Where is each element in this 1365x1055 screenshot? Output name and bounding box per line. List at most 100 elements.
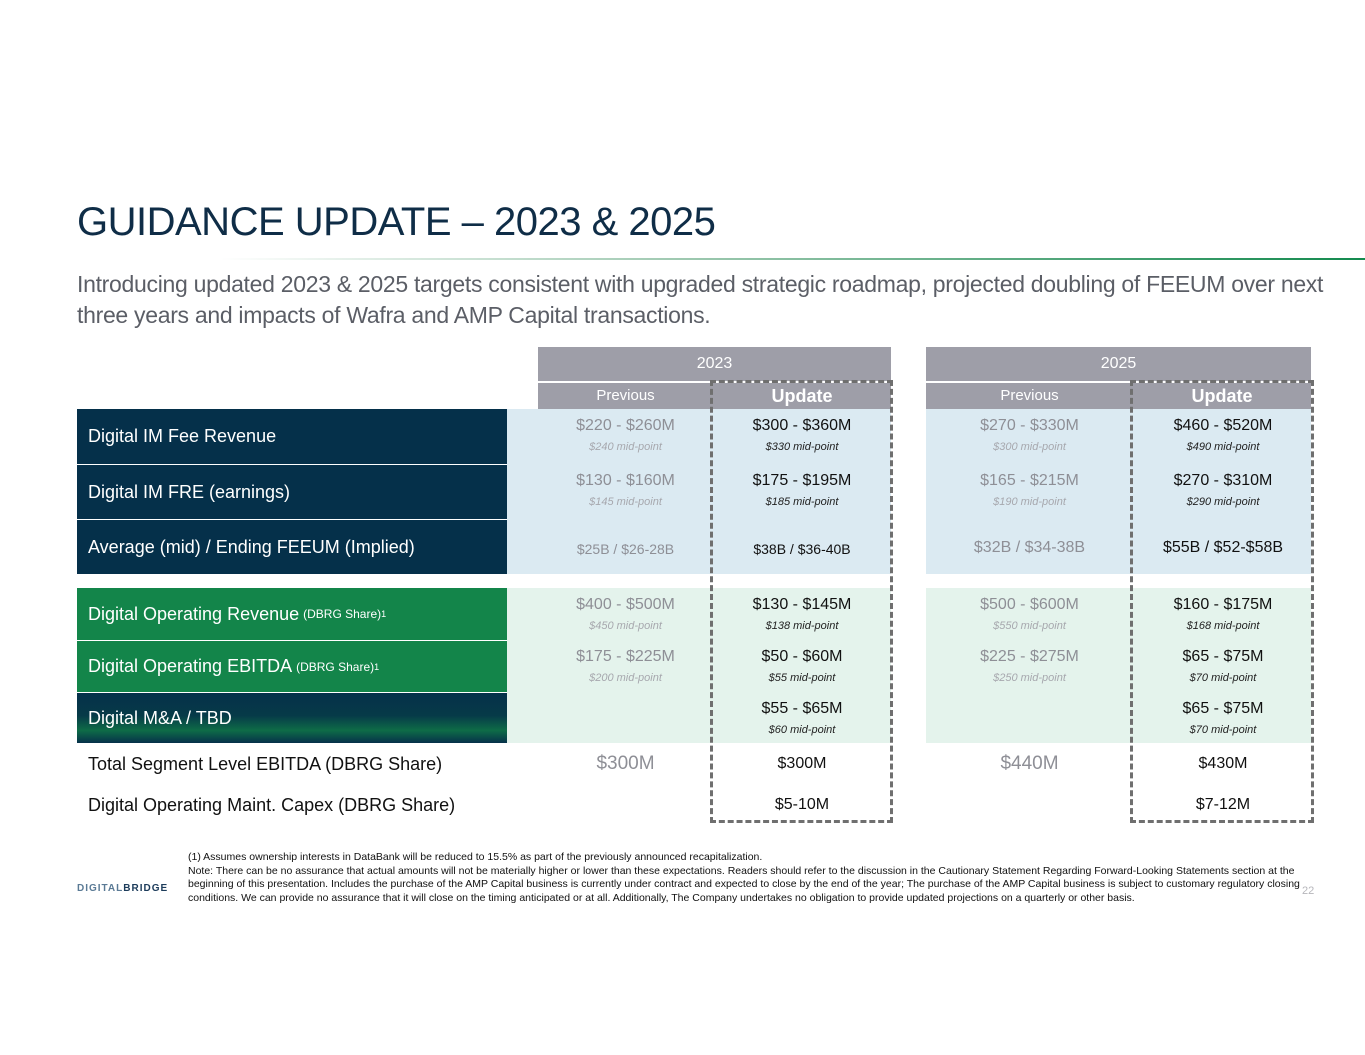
cell-op-ebitda-2023-update: $50 - $60M $55 mid-point (713, 647, 891, 686)
cell-value: $55 - $65M (761, 700, 843, 717)
cell-op-ebitda-2025-update: $65 - $75M $70 mid-point (1133, 647, 1313, 686)
row-label-qualifier: (DBRG Share) (303, 607, 382, 621)
cell-op-revenue-2023-previous: $400 - $500M $450 mid-point (538, 595, 713, 634)
footnote-marker: 1 (381, 609, 387, 619)
cell-im-fee-2025-previous: $270 - $330M $300 mid-point (926, 416, 1133, 455)
cell-feeum-2025-previous: $32B / $34-38B (926, 538, 1133, 558)
cell-midpoint: $190 mid-point (993, 496, 1066, 508)
cell-midpoint: $60 mid-point (768, 724, 836, 736)
cell-m-and-a-2025-update: $65 - $75M $70 mid-point (1133, 699, 1313, 738)
subheader-update-2023: Update (713, 383, 891, 409)
cell-im-fre-2025-previous: $165 - $215M $190 mid-point (926, 471, 1133, 510)
cell-op-ebitda-2023-previous: $175 - $225M $200 mid-point (538, 647, 713, 686)
cell-value: $25B / $26-28B (576, 541, 675, 557)
row-label-qualifier: (DBRG Share) (296, 659, 375, 674)
subheader-update-2025: Update (1133, 383, 1311, 409)
cell-value: $65 - $75M (1182, 700, 1264, 717)
cell-value: $65 - $75M (1182, 648, 1264, 665)
cell-total-ebitda-2025-update: $430M (1198, 755, 1248, 772)
update-highlight-box-2025 (1130, 380, 1314, 823)
page-number: 22 (1302, 885, 1315, 897)
cell-value: $38B / $36-40B (753, 541, 851, 557)
logo-text-part1: DIGITAL (77, 883, 124, 894)
cell-value: $165 - $215M (980, 472, 1079, 489)
row-label-text: Digital IM FRE (earnings) (88, 481, 291, 502)
cell-midpoint: $138 mid-point (765, 620, 839, 632)
footnote-note: Note: There can be no assurance that act… (188, 864, 1300, 904)
row-separator (77, 519, 507, 520)
cell-im-fee-2023-previous: $220 - $260M $240 mid-point (538, 416, 713, 455)
cell-value: $50 - $60M (761, 648, 843, 665)
page-subtitle: Introducing updated 2023 & 2025 targets … (77, 271, 1324, 328)
footnotes: (1) Assumes ownership interests in DataB… (188, 851, 1318, 905)
cell-im-fee-2025-update: $460 - $520M $490 mid-point (1133, 416, 1313, 455)
cell-value: $500 - $600M (980, 596, 1079, 613)
row-label-text: Average (mid) / Ending FEEUM (Implied) (88, 536, 415, 557)
cell-value: $400 - $500M (576, 596, 675, 613)
fee-band-2023 (507, 409, 891, 574)
cell-midpoint: $450 mid-point (589, 620, 662, 632)
cell-feeum-2025-update: $55B / $52-$58B (1133, 538, 1313, 558)
cell-value: $32B / $34-38B (973, 539, 1086, 556)
cell-midpoint: $290 mid-point (1186, 496, 1260, 508)
cell-midpoint: $185 mid-point (765, 496, 839, 508)
cell-im-fee-2023-update: $300 - $360M $330 mid-point (713, 416, 891, 455)
cell-midpoint: $250 mid-point (993, 672, 1066, 684)
cell-value: $300 - $360M (752, 417, 852, 434)
cell-m-and-a-2023-update: $55 - $65M $60 mid-point (713, 699, 891, 738)
row-separator (77, 464, 507, 465)
cell-total-ebitda-2023-update: $300M (777, 755, 827, 772)
cell-value: $270 - $310M (1173, 472, 1273, 489)
cell-midpoint: $240 mid-point (589, 441, 662, 453)
row-separator (77, 692, 507, 693)
row-label-operating-revenue: Digital Operating Revenue (DBRG Share) 1 (77, 588, 507, 640)
cell-value: $130 - $160M (576, 472, 675, 489)
row-label-operating-ebitda: Digital Operating EBITDA (DBRG Share) 1 (77, 641, 507, 692)
logo-text-part2: BRIDGE (123, 883, 169, 894)
row-label-im-fee-revenue: Digital IM Fee Revenue (77, 409, 507, 464)
cell-midpoint: $145 mid-point (589, 496, 662, 508)
cell-value: $160 - $175M (1173, 596, 1273, 613)
cell-value: $55B / $52-$58B (1162, 539, 1284, 556)
title-divider (220, 258, 1365, 260)
cell-capex-2023-update: $5-10M (774, 796, 830, 813)
cell-midpoint: $550 mid-point (993, 620, 1066, 632)
row-label-im-fre: Digital IM FRE (earnings) (77, 465, 507, 519)
row-label-m-and-a: Digital M&A / TBD (77, 693, 507, 743)
row-label-total-segment-ebitda: Total Segment Level EBITDA (DBRG Share) (88, 754, 443, 774)
year-header-2023: 2023 (538, 347, 891, 381)
cell-total-ebitda-2023-previous: $300M (596, 753, 655, 774)
operating-band-2023 (507, 588, 891, 743)
subheader-previous-2025: Previous (926, 383, 1133, 409)
row-separator (77, 640, 507, 641)
cell-im-fre-2025-update: $270 - $310M $290 mid-point (1133, 471, 1313, 510)
cell-midpoint: $330 mid-point (765, 441, 839, 453)
cell-op-revenue-2023-update: $130 - $145M $138 mid-point (713, 595, 891, 634)
cell-value: $270 - $330M (980, 417, 1079, 434)
cell-op-revenue-2025-update: $160 - $175M $168 mid-point (1133, 595, 1313, 634)
cell-op-ebitda-2025-previous: $225 - $275M $250 mid-point (926, 647, 1133, 686)
cell-feeum-2023-previous: $25B / $26-28B (538, 539, 713, 559)
subheader-previous-2023: Previous (538, 383, 713, 409)
cell-midpoint: $200 mid-point (589, 672, 662, 684)
footnote-1: (1) Assumes ownership interests in DataB… (188, 851, 763, 863)
operating-band-2025 (926, 588, 1311, 743)
row-label-text: Digital Operating Revenue (88, 603, 300, 624)
row-label-text: Digital IM Fee Revenue (88, 426, 277, 446)
cell-value: $220 - $260M (576, 417, 675, 434)
cell-im-fre-2023-previous: $130 - $160M $145 mid-point (538, 471, 713, 510)
year-header-2025: 2025 (926, 347, 1311, 381)
cell-op-revenue-2025-previous: $500 - $600M $550 mid-point (926, 595, 1133, 634)
cell-midpoint: $490 mid-point (1186, 441, 1260, 453)
digitalbridge-logo: DIGITALBRIDGE (77, 883, 168, 894)
row-label-text: Digital M&A / TBD (88, 707, 232, 728)
cell-midpoint: $55 mid-point (768, 672, 836, 684)
row-label-text: Digital Operating EBITDA (88, 656, 293, 676)
cell-midpoint: $70 mid-point (1189, 672, 1257, 684)
cell-value: $460 - $520M (1173, 417, 1273, 434)
cell-value: $175 - $195M (752, 472, 852, 489)
cell-total-ebitda-2025-previous: $440M (1000, 753, 1059, 774)
cell-midpoint: $70 mid-point (1189, 724, 1257, 736)
row-label-feeum: Average (mid) / Ending FEEUM (Implied) (77, 520, 507, 574)
cell-midpoint: $168 mid-point (1186, 620, 1260, 632)
